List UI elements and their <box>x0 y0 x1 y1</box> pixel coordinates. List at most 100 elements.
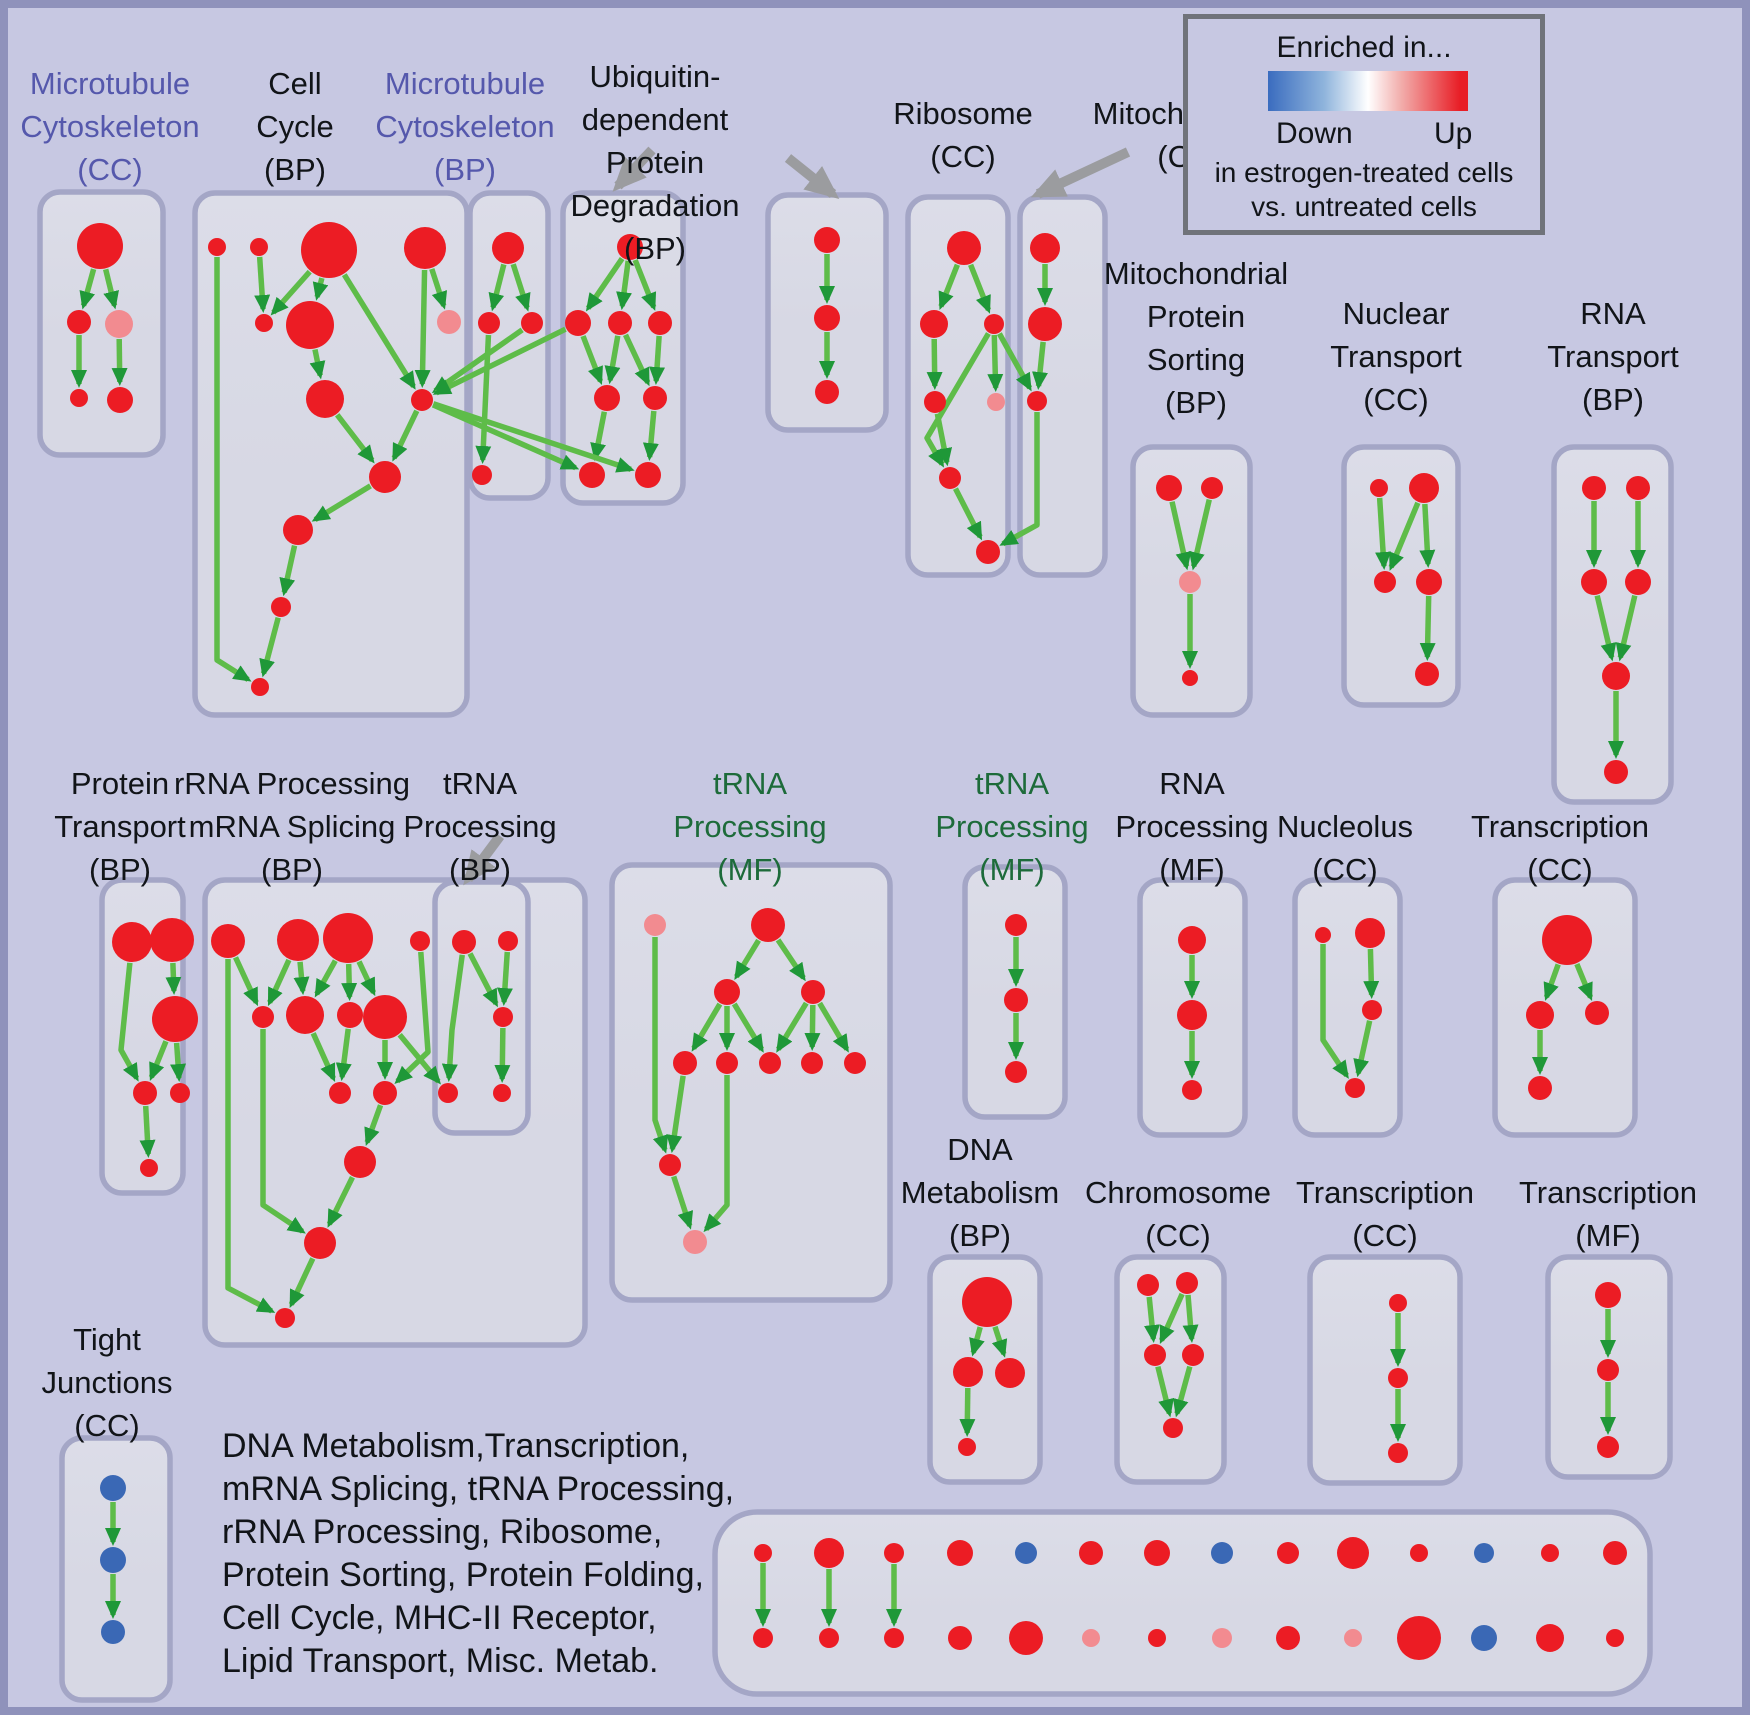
node-transcription-cc-2-1 <box>1388 1368 1408 1388</box>
node-rna-transport-bp-5 <box>1604 760 1628 784</box>
node-ribosome-cc-6 <box>976 540 1000 564</box>
node-misc-cluster-12 <box>1541 1544 1559 1562</box>
node-ubiquitin-bp-1-1 <box>565 310 591 336</box>
node-ribosome-cc-5 <box>939 467 961 489</box>
node-microtubule-bp-1 <box>478 312 500 334</box>
node-trna-processing-mf-1-10 <box>683 1230 707 1254</box>
node-mitochondrion-cc-1 <box>1028 307 1062 341</box>
node-nuclear-transport-cc-1 <box>1409 473 1439 503</box>
node-ribosome-cc-1 <box>920 310 948 338</box>
edge-protein-transport-bp <box>165 962 182 996</box>
cluster-box-dna-metabolism-bp <box>927 1254 1043 1485</box>
node-misc-cluster-17 <box>948 1626 972 1650</box>
edge-trna-processing-mf-1 <box>731 1002 765 1053</box>
node-ubiquitin-bp-1-0 <box>617 234 643 260</box>
edge-ubiquitin-bp-1 <box>604 335 621 385</box>
node-rrna-mrna-bp-6 <box>337 1002 363 1028</box>
node-microtubule-bp-0 <box>492 232 524 264</box>
edge-trna-processing-mf-1 <box>817 1001 850 1053</box>
edge-trna-processing-mf-1 <box>804 1004 821 1052</box>
node-rrna-mrna-bp-1 <box>277 919 319 961</box>
edge-dna-metabolism-bp <box>959 1387 976 1438</box>
edge-trna-processing-mf-1 <box>652 937 669 1154</box>
edge-chromosome-cc <box>1172 1365 1193 1418</box>
node-trna-processing-mf-2-2 <box>1005 1061 1027 1083</box>
node-dna-metabolism-bp-3 <box>958 1438 976 1456</box>
node-rna-processing-mf-2 <box>1182 1080 1202 1100</box>
node-trna-processing-bp-1 <box>498 931 518 951</box>
edge-protein-transport-bp <box>118 962 140 1082</box>
node-misc-cluster-2 <box>884 1543 904 1563</box>
node-transcription-mf-2 <box>1597 1436 1619 1458</box>
node-cell-cycle-bp-5 <box>286 301 334 349</box>
node-rrna-mrna-bp-2 <box>323 913 373 963</box>
node-rna-processing-mf-1 <box>1177 1000 1207 1030</box>
edge-rrna-mrna-bp <box>233 956 259 1007</box>
edge-trna-processing-mf-1 <box>666 1075 686 1154</box>
node-nuclear-transport-cc-4 <box>1415 662 1439 686</box>
node-chromosome-cc-2 <box>1144 1344 1166 1366</box>
node-misc-cluster-14 <box>753 1628 773 1648</box>
edge-cell-cycle-bp <box>414 269 431 389</box>
edge-mitochondrion-cc <box>1032 341 1048 391</box>
edge-ubiquitin-bp-1 <box>642 410 659 462</box>
node-ribosome-cc-2 <box>984 314 1004 334</box>
node-misc-cluster-25 <box>1471 1625 1497 1651</box>
legend-subtitle-line2: vs. untreated cells <box>1251 191 1477 222</box>
node-ribosome-cc-4 <box>987 393 1005 411</box>
edge-nucleolus-cc <box>1353 1020 1373 1078</box>
node-chromosome-cc-0 <box>1137 1274 1159 1296</box>
cluster-box-misc-cluster <box>712 1509 1653 1697</box>
edge-cell-cycle-bp <box>270 269 312 316</box>
edge-chromosome-cc <box>1155 1365 1174 1418</box>
node-mitochondrion-cc-2 <box>1027 391 1047 411</box>
cross-edge <box>397 1032 441 1085</box>
edge-cell-cycle-bp <box>214 257 252 682</box>
node-transcription-cc-1-1 <box>1526 1001 1554 1029</box>
edge-rrna-mrna-bp <box>335 1028 352 1082</box>
edge-rrna-mrna-bp <box>314 959 338 998</box>
edge-ribosome-cc <box>934 413 953 467</box>
annotation-arrow <box>612 146 656 192</box>
edge-trna-processing-bp <box>441 954 465 1083</box>
node-misc-cluster-10 <box>1410 1544 1428 1562</box>
edge-ribosome-cc <box>953 487 983 541</box>
legend-down-label: Down <box>1276 117 1353 150</box>
edge-cell-cycle-bp <box>335 413 375 464</box>
node-ubiquitin-bp-2-2 <box>815 380 839 404</box>
node-rrna-mrna-bp-0 <box>211 924 245 958</box>
cross-edge <box>996 332 1033 392</box>
misc-note-line: DNA Metabolism,Transcription, <box>222 1427 690 1465</box>
annotation-arrow <box>1030 147 1131 199</box>
node-cell-cycle-bp-12 <box>251 678 269 696</box>
node-trna-processing-mf-1-4 <box>673 1051 697 1075</box>
annotation-arrow <box>784 154 840 199</box>
edge-mito-protein-sorting-bp <box>1189 499 1212 571</box>
node-transcription-mf-0 <box>1595 1282 1621 1308</box>
cluster-box-chromosome-cc <box>1114 1254 1227 1485</box>
node-rrna-mrna-bp-8 <box>329 1082 351 1104</box>
edge-ribosome-cc <box>968 263 992 314</box>
node-nuclear-transport-cc-2 <box>1374 571 1396 593</box>
node-ubiquitin-bp-1-6 <box>579 462 605 488</box>
node-protein-transport-bp-3 <box>133 1081 157 1105</box>
edge-microtubule-bp <box>488 263 507 312</box>
node-misc-cluster-5 <box>1079 1541 1103 1565</box>
node-ubiquitin-bp-1-7 <box>635 462 661 488</box>
edge-trna-processing-mf-1 <box>691 1002 723 1052</box>
edge-trna-processing-mf-1 <box>703 1075 730 1233</box>
legend-color-scale <box>1268 71 1468 111</box>
node-misc-cluster-19 <box>1082 1629 1100 1647</box>
node-microtubule-bp-3 <box>472 465 492 485</box>
node-trna-processing-mf-1-2 <box>714 979 740 1005</box>
node-trna-processing-mf-1-3 <box>801 980 825 1004</box>
node-microtubule-cc-4 <box>107 387 133 413</box>
node-nucleolus-cc-2 <box>1362 1000 1382 1020</box>
cross-edge <box>432 326 567 396</box>
cluster-box-nuclear-transport-cc <box>1341 444 1461 708</box>
node-chromosome-cc-3 <box>1182 1344 1204 1366</box>
edge-microtubule-cc <box>103 268 119 310</box>
node-misc-cluster-21 <box>1212 1628 1232 1648</box>
cluster-box-transcription-cc-1 <box>1492 877 1638 1138</box>
